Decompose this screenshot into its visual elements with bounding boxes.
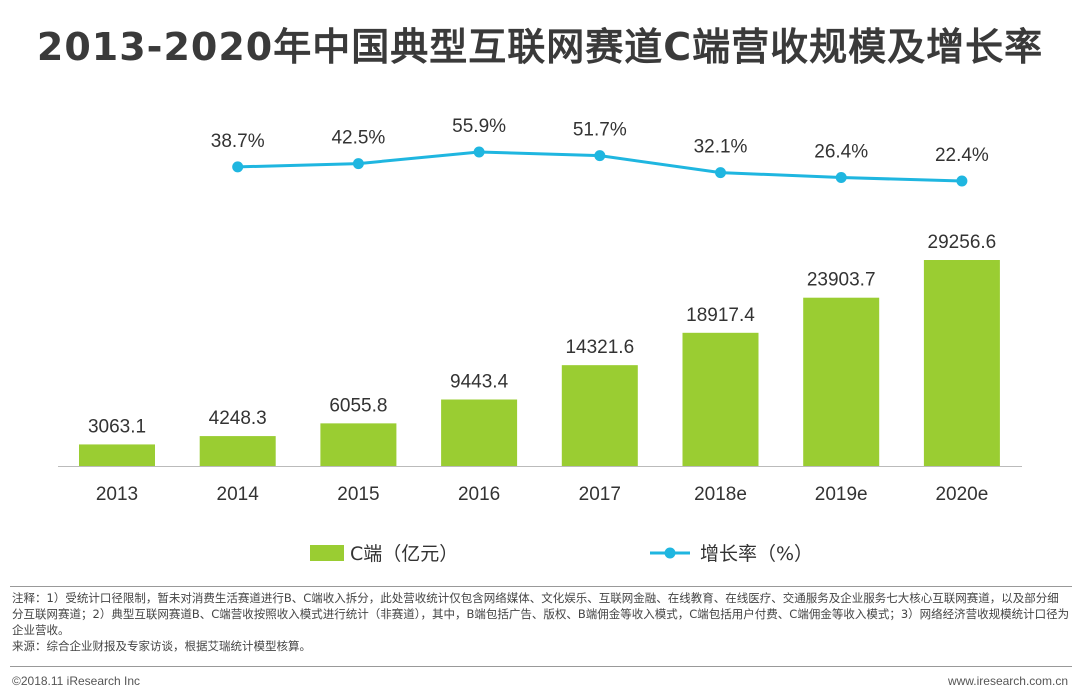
source-text: 来源：综合企业财报及专家访谈，根据艾瑞统计模型核算。 — [12, 639, 311, 653]
website-link[interactable]: www.iresearch.com.cn — [947, 674, 1068, 688]
bar-label-2020e: 29256.6 — [928, 232, 997, 253]
rate-point-2016 — [473, 146, 485, 158]
tick-label-2016: 2016 — [458, 484, 500, 505]
rate-point-2019e — [835, 172, 847, 184]
bar-label-2016: 9443.4 — [450, 372, 509, 393]
bar-label-2019e: 23903.7 — [807, 270, 876, 291]
bar-2017 — [561, 365, 638, 466]
bar-label-2015: 6055.8 — [329, 395, 387, 416]
tick-label-2020e: 2020e — [935, 484, 988, 505]
bar-2014 — [199, 436, 276, 466]
growth-rate-labels: 38.7% 42.5% 55.9% 51.7% 32.1% 26.4% 22.4% — [211, 116, 989, 166]
tick-label-2019e: 2019e — [815, 484, 868, 505]
legend: C端（亿元） 增长率（%） — [310, 543, 813, 565]
copyright: ©2018.11 iResearch Inc — [12, 674, 141, 688]
tick-label-2018e: 2018e — [694, 484, 747, 505]
bar-2019e — [803, 297, 880, 466]
chart-area: 3063.1 4248.3 6055.8 9443.4 14321.6 18917.4 23… — [58, 116, 1022, 565]
x-axis-tick-labels: 2013 2014 2015 2016 2017 2018e 2019e 2020e — [96, 484, 988, 505]
legend-line-label: 增长率（%） — [700, 543, 813, 565]
rate-label-2020e: 22.4% — [935, 145, 989, 166]
bar-series — [79, 260, 1000, 466]
rate-label-2018e: 32.1% — [694, 137, 748, 158]
bar-2020e — [923, 260, 1000, 466]
chart-title: 2013-2020年中国典型互联网赛道C端营收规模及增长率 — [36, 25, 1044, 69]
legend-bar-swatch — [310, 545, 344, 561]
rate-point-2020e — [956, 175, 968, 187]
bar-2013 — [79, 444, 155, 466]
bar-label-2018e: 18917.4 — [686, 305, 755, 326]
rate-point-2017 — [594, 150, 606, 162]
bar-data-labels: 3063.1 4248.3 6055.8 9443.4 14321.6 18917.4 23… — [88, 232, 996, 437]
rate-label-2015: 42.5% — [331, 128, 385, 149]
notes-block: 注释：1）受统计口径限制，暂未对消费生活赛道进行B、C端收入拆分，此处营收统计仅… — [12, 590, 1070, 654]
legend-bar-label: C端（亿元） — [350, 543, 458, 565]
note-text: 注释：1）受统计口径限制，暂未对消费生活赛道进行B、C端收入拆分，此处营收统计仅… — [12, 591, 1070, 637]
tick-label-2015: 2015 — [337, 484, 379, 505]
rate-label-2017: 51.7% — [573, 120, 627, 141]
rate-point-2014 — [232, 161, 244, 173]
rate-point-2018e — [715, 167, 726, 179]
bar-label-2013: 3063.1 — [88, 416, 146, 437]
rate-label-2014: 38.7% — [211, 131, 265, 152]
tick-label-2013: 2013 — [96, 484, 138, 505]
footer-divider — [10, 666, 1072, 667]
bar-label-2017: 14321.6 — [565, 337, 634, 358]
bar-2015 — [320, 423, 397, 466]
growth-rate-points — [232, 146, 968, 187]
notes-divider — [10, 586, 1072, 587]
tick-label-2017: 2017 — [579, 484, 621, 505]
legend-line-marker — [664, 547, 676, 559]
bar-2016 — [441, 399, 518, 466]
rate-point-2015 — [352, 158, 364, 170]
rate-label-2019e: 26.4% — [814, 142, 868, 163]
bar-2018e — [682, 332, 759, 466]
rate-label-2016: 55.9% — [452, 116, 506, 137]
tick-label-2014: 2014 — [217, 484, 260, 505]
bar-label-2014: 4248.3 — [209, 408, 267, 429]
